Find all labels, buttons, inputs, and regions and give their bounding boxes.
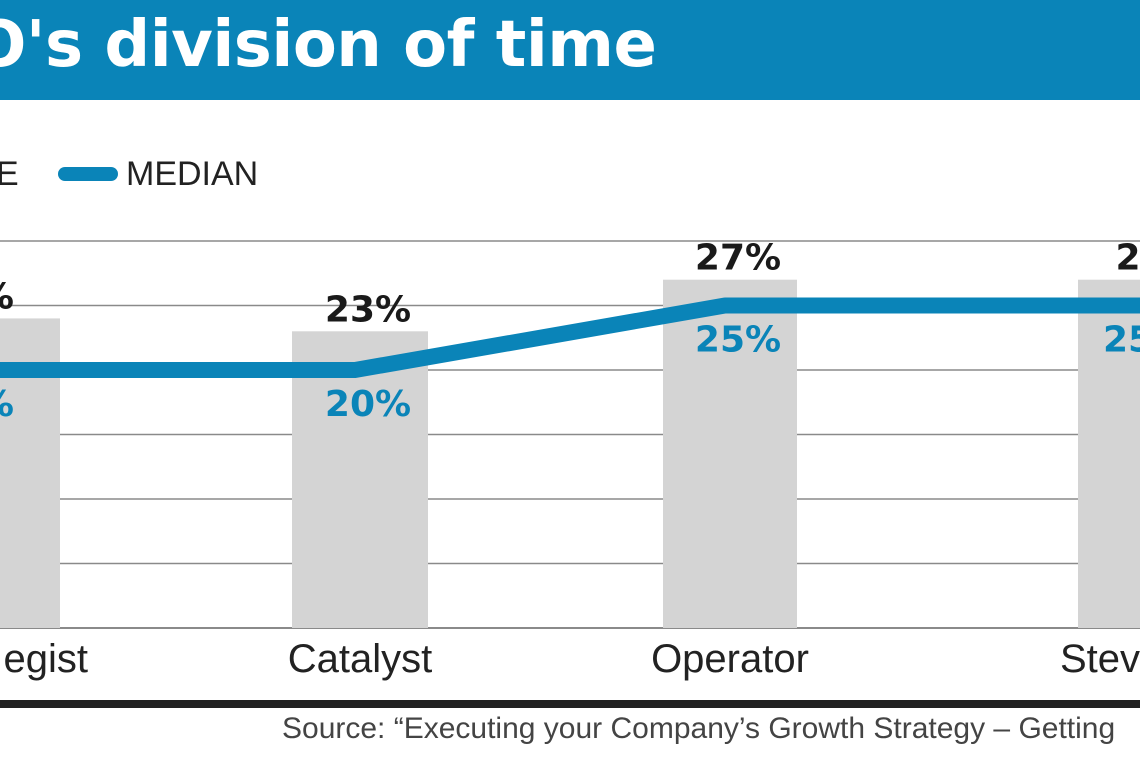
category-label: Stev [1060,637,1140,681]
source-note: Source: “Executing your Company’s Growth… [282,712,1116,745]
median-value-label: 0% [0,384,14,425]
bar [663,279,797,628]
category-label: Operator [651,637,809,681]
footer-rule [0,700,1140,708]
bar-layer [0,279,1140,628]
legend-average-label: E [0,155,19,193]
bar-value-label: 4% [0,276,14,317]
legend-median-swatch [58,167,118,181]
median-value-label: 20% [325,384,411,425]
grid-layer [0,240,1140,629]
label-layer: 4%23%27%20%20%25%25egistCatalystOperator… [0,238,1140,681]
median-value-label: 25% [695,320,781,361]
chart-area: 4%23%27%20%20%25%25egistCatalystOperator… [0,238,1140,681]
chart-title: O's division of time [0,8,657,82]
category-label: Catalyst [288,637,433,681]
bar-value-label: 23% [325,289,411,330]
median-line [0,297,1140,378]
bar [1078,279,1140,628]
category-label: egist [4,637,89,681]
median-value-label: 25 [1103,320,1140,361]
title-bar: O's division of time [0,0,1140,100]
median-layer [0,297,1140,378]
bar [292,331,428,628]
bar-value-label: 2 [1115,238,1140,279]
legend-median-label: MEDIAN [126,155,259,193]
bar-value-label: 27% [695,238,781,279]
